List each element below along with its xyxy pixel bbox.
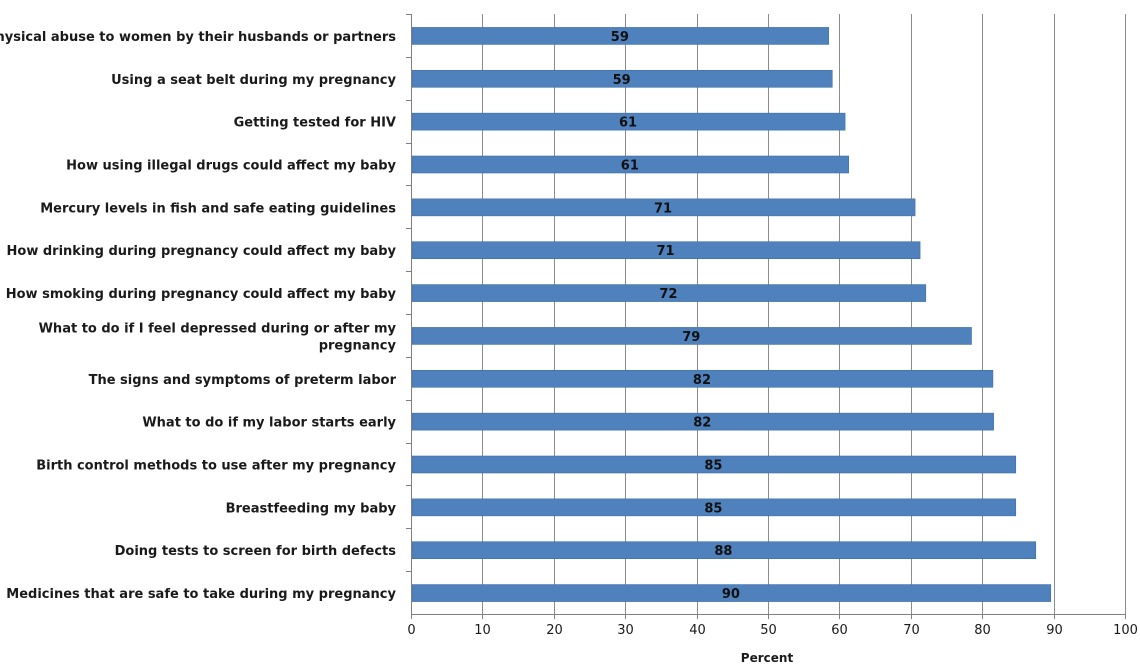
data-label: 61 bbox=[619, 116, 637, 131]
x-tick-label: 10 bbox=[474, 623, 491, 638]
x-tick-label: 20 bbox=[546, 623, 563, 638]
data-label: 72 bbox=[659, 287, 677, 302]
data-label: 82 bbox=[693, 373, 711, 388]
category-label: The signs and symptoms of preterm labor bbox=[89, 373, 397, 388]
category-label: Getting tested for HIV bbox=[234, 116, 396, 131]
category-label: What to do if my labor starts early bbox=[142, 416, 396, 431]
axes bbox=[406, 14, 1126, 619]
data-label: 85 bbox=[704, 501, 722, 516]
x-axis-title: Percent bbox=[741, 651, 794, 665]
data-label: 71 bbox=[654, 201, 672, 216]
category-label: Using a seat belt during my pregnancy bbox=[111, 73, 396, 88]
category-label: Medicines that are safe to take during m… bbox=[6, 587, 396, 602]
data-label: 79 bbox=[682, 330, 700, 345]
category-label: How smoking during pregnancy could affec… bbox=[6, 287, 397, 302]
data-label: 88 bbox=[714, 544, 732, 559]
x-tick-label: 70 bbox=[903, 623, 920, 638]
data-label: 85 bbox=[704, 459, 722, 474]
data-label: 59 bbox=[613, 73, 631, 88]
category-label: Birth control methods to use after my pr… bbox=[36, 459, 396, 474]
x-tick-label: 100 bbox=[1113, 623, 1138, 638]
x-tick-label: 50 bbox=[760, 623, 777, 638]
category-label: How using illegal drugs could affect my … bbox=[66, 159, 396, 174]
bars bbox=[411, 27, 1052, 602]
data-label: 59 bbox=[611, 30, 629, 45]
data-label: 82 bbox=[693, 416, 711, 431]
x-tick-label: 30 bbox=[617, 623, 634, 638]
data-labels: 59 59 61 61 71 71 72 79 82 82 85 85 88 90 bbox=[611, 30, 740, 602]
x-tick-label: 80 bbox=[974, 623, 991, 638]
category-label: Breastfeeding my baby bbox=[226, 501, 397, 516]
data-label: 61 bbox=[621, 159, 639, 174]
category-labels: Physical abuse to women by their husband… bbox=[0, 30, 397, 602]
data-label: 90 bbox=[722, 587, 740, 602]
category-label: Doing tests to screen for birth defects bbox=[115, 544, 397, 559]
data-label: 71 bbox=[656, 244, 674, 259]
x-tick-label: 0 bbox=[407, 623, 415, 638]
x-tick-label: 90 bbox=[1046, 623, 1063, 638]
x-tick-label: 60 bbox=[831, 623, 848, 638]
x-tick-labels: 0 10 20 30 40 50 60 70 80 90 100 bbox=[407, 623, 1138, 638]
category-label: Mercury levels in fish and safe eating g… bbox=[40, 201, 396, 216]
category-label: pregnancy bbox=[319, 338, 397, 353]
category-label: Physical abuse to women by their husband… bbox=[0, 30, 396, 45]
gridlines bbox=[482, 14, 1126, 614]
x-tick-label: 40 bbox=[689, 623, 706, 638]
category-label: What to do if I feel depressed during or… bbox=[39, 321, 397, 336]
category-label: How drinking during pregnancy could affe… bbox=[7, 244, 397, 259]
